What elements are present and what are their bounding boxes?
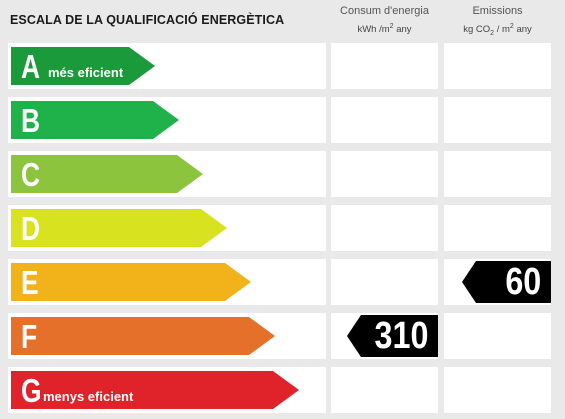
consum-value: 310 (374, 315, 428, 357)
rating-row-c: C (0, 151, 565, 197)
rating-letter: F (21, 318, 38, 355)
rating-label-cell: D (8, 205, 326, 251)
consum-cell (331, 259, 438, 305)
consum-unit: kWh /m2 any (357, 23, 412, 36)
rating-arrow-e: E (11, 263, 251, 301)
emissions-cell (444, 205, 551, 251)
consum-cell: 310 (331, 313, 438, 359)
rating-arrow-c: C (11, 155, 203, 193)
rating-row-b: B (0, 97, 565, 143)
emissions-value: 60 (505, 261, 541, 303)
emissions-unit: kg CO2 / m2 any (463, 23, 532, 38)
rating-row-d: D (0, 205, 565, 251)
rating-letter: C (21, 156, 41, 193)
consum-cell (331, 367, 438, 413)
rating-letter: D (21, 210, 41, 247)
emissions-cell (444, 97, 551, 143)
rating-row-e: E 60 (0, 259, 565, 305)
rating-arrow-d: D (11, 209, 227, 247)
rating-letter: B (21, 102, 41, 139)
rating-letter: G (21, 372, 42, 409)
emissions-value-tag: 60 (462, 261, 551, 303)
rating-arrow-f: F (11, 317, 275, 355)
consum-column-header: Consum d'energia kWh /m2 any (331, 4, 438, 37)
emissions-cell (444, 151, 551, 197)
emissions-cell (444, 367, 551, 413)
consum-cell (331, 97, 438, 143)
rating-letter: A (21, 48, 41, 85)
consum-cell (331, 205, 438, 251)
rating-label-cell: B (8, 97, 326, 143)
consum-cell (331, 43, 438, 89)
emissions-cell (444, 313, 551, 359)
rating-caption: menys eficient (43, 389, 134, 404)
emissions-column-header: Emissions kg CO2 / m2 any (444, 4, 551, 41)
consum-title: Consum d'energia (340, 5, 429, 17)
emissions-cell: 60 (444, 259, 551, 305)
emissions-title: Emissions (472, 5, 523, 17)
emissions-cell (444, 43, 551, 89)
consum-cell (331, 151, 438, 197)
rating-arrow-b: B (11, 101, 179, 139)
consum-value-tag: 310 (347, 315, 438, 357)
rating-label-cell: C (8, 151, 326, 197)
rating-caption: més eficient (48, 65, 124, 80)
rating-label-cell: F (8, 313, 326, 359)
rating-label-cell: E (8, 259, 326, 305)
rating-letter: E (21, 264, 39, 301)
rating-row-f: F 310 (0, 313, 565, 359)
page-title: ESCALA DE LA QUALIFICACIÓ ENERGÈTICA (10, 13, 285, 27)
